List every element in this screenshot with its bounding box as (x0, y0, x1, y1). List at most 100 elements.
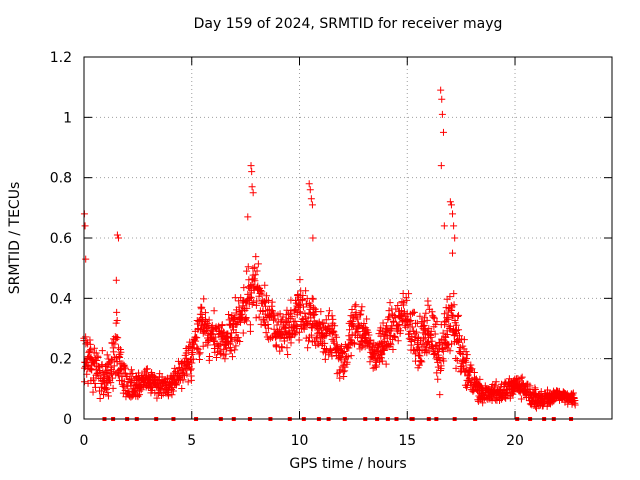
data-point (110, 348, 118, 356)
data-point (249, 264, 257, 272)
data-point (251, 271, 259, 279)
data-point (433, 369, 441, 377)
data-point (436, 391, 444, 399)
data-point (339, 349, 347, 357)
data-point (403, 296, 411, 304)
data-point (109, 374, 117, 382)
data-point (92, 349, 100, 357)
data-point (243, 317, 251, 325)
data-point (347, 352, 355, 360)
data-point (104, 392, 112, 400)
data-point (204, 341, 212, 349)
data-point (218, 321, 226, 329)
data-point (268, 298, 276, 306)
data-point (365, 337, 373, 345)
data-point (205, 316, 213, 324)
data-point (454, 312, 462, 320)
data-point (143, 365, 151, 373)
data-point (206, 352, 214, 360)
data-point (307, 331, 315, 339)
spike-point (308, 201, 316, 209)
data-point (225, 311, 233, 319)
data-point (365, 331, 373, 339)
data-point (352, 301, 360, 309)
chart-title: Day 159 of 2024, SRMTID for receiver may… (193, 16, 503, 32)
data-point (137, 386, 145, 394)
data-point (392, 314, 400, 322)
spike-point (81, 222, 89, 230)
data-point (446, 322, 454, 330)
data-point (413, 319, 421, 327)
data-point (450, 290, 458, 298)
data-point (302, 287, 310, 295)
data-point (96, 394, 104, 402)
spike-point (306, 186, 314, 194)
data-point (309, 295, 317, 303)
y-tick-label: 0.2 (50, 352, 72, 368)
data-point (215, 341, 223, 349)
data-point (264, 297, 272, 305)
data-point (452, 355, 460, 363)
data-point (448, 311, 456, 319)
data-point (394, 337, 402, 345)
data-point (506, 394, 514, 402)
data-point (236, 338, 244, 346)
data-point (391, 334, 399, 342)
data-point (405, 290, 413, 298)
spike-point (309, 234, 317, 242)
data-point (184, 378, 192, 386)
data-point (408, 323, 416, 331)
data-point (445, 341, 453, 349)
data-point (541, 398, 549, 406)
data-point (95, 362, 103, 370)
data-point (296, 301, 304, 309)
spike-point (307, 195, 315, 203)
data-point (244, 263, 252, 271)
data-point (331, 322, 339, 330)
data-point (237, 311, 245, 319)
data-point (136, 387, 144, 395)
data-point (301, 310, 309, 318)
data-point (429, 313, 437, 321)
y-tick-label: 0 (63, 412, 72, 428)
data-point (248, 294, 256, 302)
data-point (452, 364, 460, 372)
y-tick-label: 1.2 (50, 50, 72, 66)
data-point (104, 389, 112, 397)
data-point (271, 315, 279, 323)
data-point (273, 321, 281, 329)
data-point (363, 315, 371, 323)
data-point (116, 366, 124, 374)
data-point (98, 347, 106, 355)
data-point (317, 308, 325, 316)
data-point (424, 301, 432, 309)
data-point (406, 318, 414, 326)
data-point (169, 387, 177, 395)
data-point (341, 363, 349, 371)
data-point (300, 325, 308, 333)
data-point (175, 364, 183, 372)
data-point (101, 384, 109, 392)
data-point (463, 351, 471, 359)
data-point (432, 341, 440, 349)
data-point (309, 304, 317, 312)
data-point (141, 369, 149, 377)
data-point (86, 347, 94, 355)
data-point (290, 307, 298, 315)
data-point (89, 388, 97, 396)
data-point (411, 330, 419, 338)
data-point (450, 301, 458, 309)
data-point (454, 337, 462, 345)
data-point (135, 369, 143, 377)
data-point (418, 358, 426, 366)
data-point (296, 308, 304, 316)
data-point (416, 352, 424, 360)
data-point (397, 327, 405, 335)
data-point (388, 324, 396, 332)
data-point (430, 314, 438, 322)
data-point (257, 287, 265, 295)
data-point (103, 351, 111, 359)
data-point (288, 313, 296, 321)
data-point (336, 374, 344, 382)
data-point (198, 303, 206, 311)
